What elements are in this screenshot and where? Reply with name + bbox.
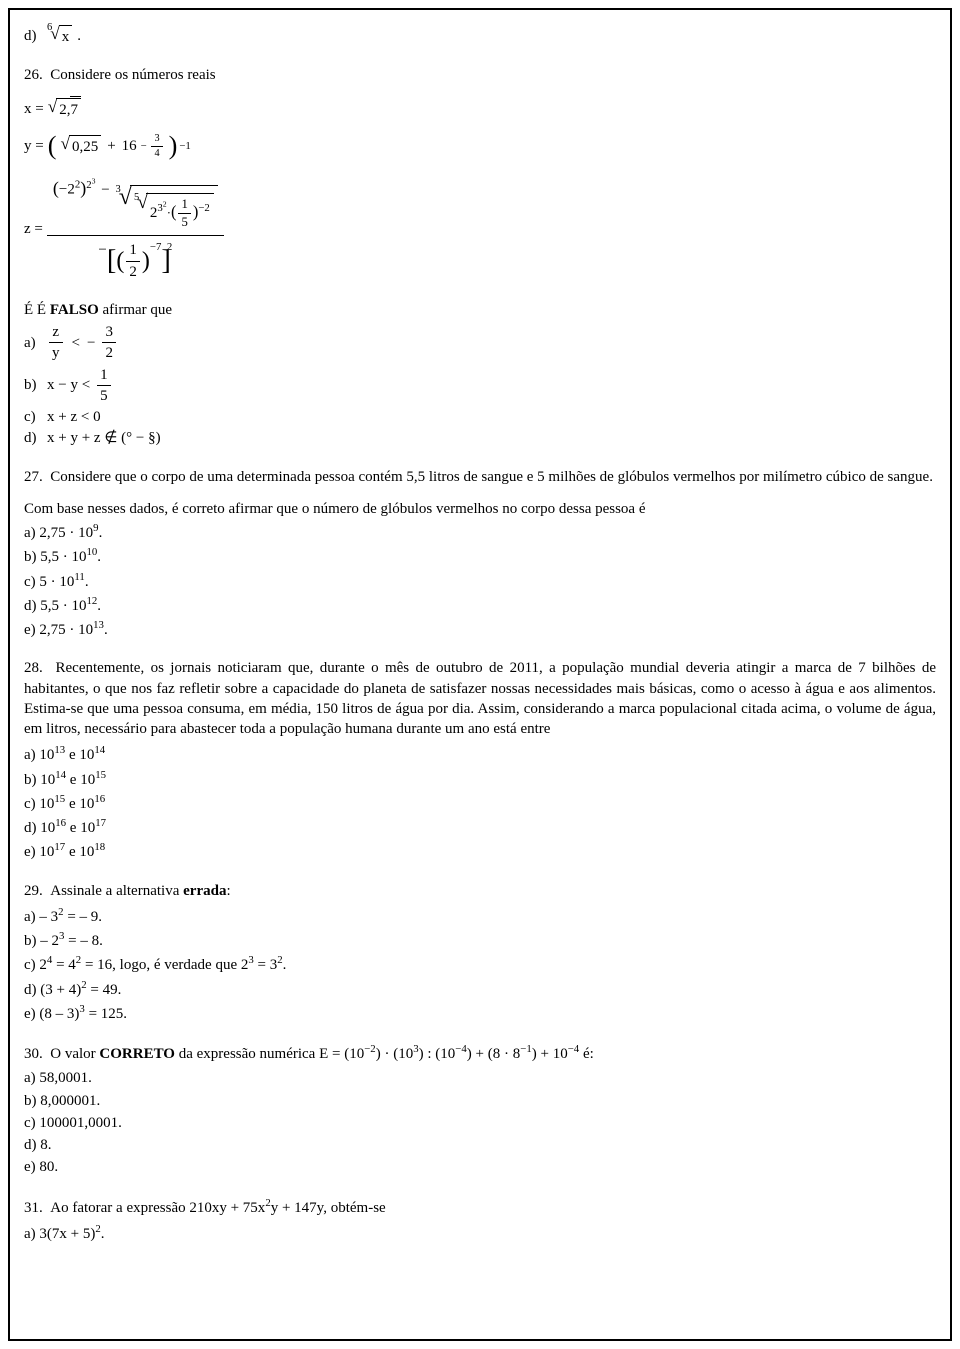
lbracket-icon: [ [107,240,117,282]
q26-y: y = ( √ 0,25 + 16 − 3 4 ) −1 [24,132,936,161]
q30-a: a) 58,0001. [24,1068,936,1088]
q25d-idx: 6 [47,23,52,34]
q30-e: e) 80. [24,1157,936,1177]
q27-d: d) 5,5 · 1012. [24,594,936,616]
q29: 29. Assinale a alternativa errada: a) – … [24,881,936,1025]
overline-icon [70,96,81,97]
q28-a: a) 1013 e 1014 [24,743,936,765]
q27-number: 27. [24,469,43,485]
q28-e: e) 1017 e 1018 [24,840,936,862]
q27-c: c) 5 · 1011. [24,570,936,592]
q27-lead: Com base nesses dados, é correto afirmar… [24,499,936,519]
q26: 26. Considere os números reais x = √ 2,7… [24,65,936,448]
rparen-icon: ) [169,133,178,159]
q30-c: c) 100001,0001. [24,1113,936,1133]
q26-b: b) x − y < 15 [24,365,936,407]
q26-y-rad: 0,25 [69,135,101,157]
q30-bold: CORRETO [99,1046,175,1062]
q25d-radicand: x [59,25,73,47]
q25d-label: d) [24,26,42,46]
q30-number: 30. [24,1046,43,1062]
q26-z-nroot: 3 √ 5 √ 232·(15)−2 [116,185,218,231]
q26-y-plus: + [107,136,115,156]
q26-y-outer-exp: −1 [179,139,191,154]
q29-d: d) (3 + 4)2 = 49. [24,978,936,1000]
q26-y-lhs: y = [24,136,44,156]
q27-e: e) 2,75 · 1013. [24,618,936,640]
q29-c: c) 24 = 42 = 16, logo, é verdade que 23 … [24,953,936,975]
q30-b: b) 8,000001. [24,1091,936,1111]
q26-math: x = √ 2,7 y = ( √ 0,25 + 16 [24,98,936,286]
q25d-after: . [77,26,81,46]
q26-number: 26. [24,67,43,83]
q26-x-rad: 2,7 [56,98,81,120]
q26-x-lhs: x = [24,99,44,119]
q26-x: x = √ 2,7 [24,98,936,120]
q29-number: 29. [24,883,43,899]
q28: 28. Recentemente, os jornais noticiaram … [24,658,936,862]
q29-bold: errada [183,883,226,899]
page-frame: d) 6 √ x . 26. Considere os números reai… [8,8,952,1341]
lparen-icon: ( [48,133,57,159]
q26-stem: Considere os números reais [50,67,215,83]
q31: 31. Ao fatorar a expressão 210xy + 75x2y… [24,1196,936,1245]
q28-d: d) 1016 e 1017 [24,816,936,838]
q26-falso: É É FALSO afirmar queÉ FALSO afirmar que [24,300,936,320]
q25d-radical: 6 √ x [47,25,72,47]
q26-z-inner-exp1: 32 [157,202,166,214]
q27-stem: Considere que o corpo de uma determinada… [50,469,933,485]
q30: 30. O valor CORRETO da expressão numéric… [24,1042,936,1178]
q26-z-num: (−22)23 − 3 √ 5 √ 232·(15)−2 [47,172,224,235]
q26-c: c) x + z < 0 [24,407,936,427]
q29-a: a) – 32 = – 9. [24,905,936,927]
q28-c: c) 1015 e 1016 [24,792,936,814]
q27: 27. Considere que o corpo de uma determi… [24,467,936,641]
q28-number: 28. [24,660,43,676]
q26-z: z = (−22)23 − 3 √ 5 √ [24,172,936,286]
q30-expression: E = (10−2) · (103) : (10−4) + (8 · 8−1) … [319,1046,583,1062]
lparen-icon: ( [116,240,124,282]
q26-a: a) zy < − 32 [24,322,936,364]
q28-b: b) 1014 e 1015 [24,768,936,790]
q27-a: a) 2,75 · 109. [24,521,936,543]
rparen-icon: ) [142,240,150,282]
q26-z-frac: (−22)23 − 3 √ 5 √ 232·(15)−2 [47,172,224,286]
q27-b: b) 5,5 · 1010. [24,545,936,567]
q25-tail: d) 6 √ x . [24,25,936,47]
q26-y-inner-exp: − 3 4 [141,132,165,161]
q29-b: b) – 23 = – 8. [24,929,936,951]
q31-a: a) 3(7x + 5)2. [24,1222,936,1244]
q26-z-den: − [ ( 12 ) −7 ] 2 [47,236,224,286]
q26-z-outer-exp: 23 [86,179,95,191]
q26-y-base: 16 [122,136,137,156]
q29-e: e) (8 – 3)3 = 125. [24,1002,936,1024]
q31-number: 31. [24,1200,43,1216]
q28-stem: Recentemente, os jornais noticiaram que,… [24,660,936,737]
q30-d: d) 8. [24,1135,936,1155]
q26-z-lhs: z = [24,219,43,239]
q26-d: d) x + y + z ∉ (° − §) [24,428,936,448]
